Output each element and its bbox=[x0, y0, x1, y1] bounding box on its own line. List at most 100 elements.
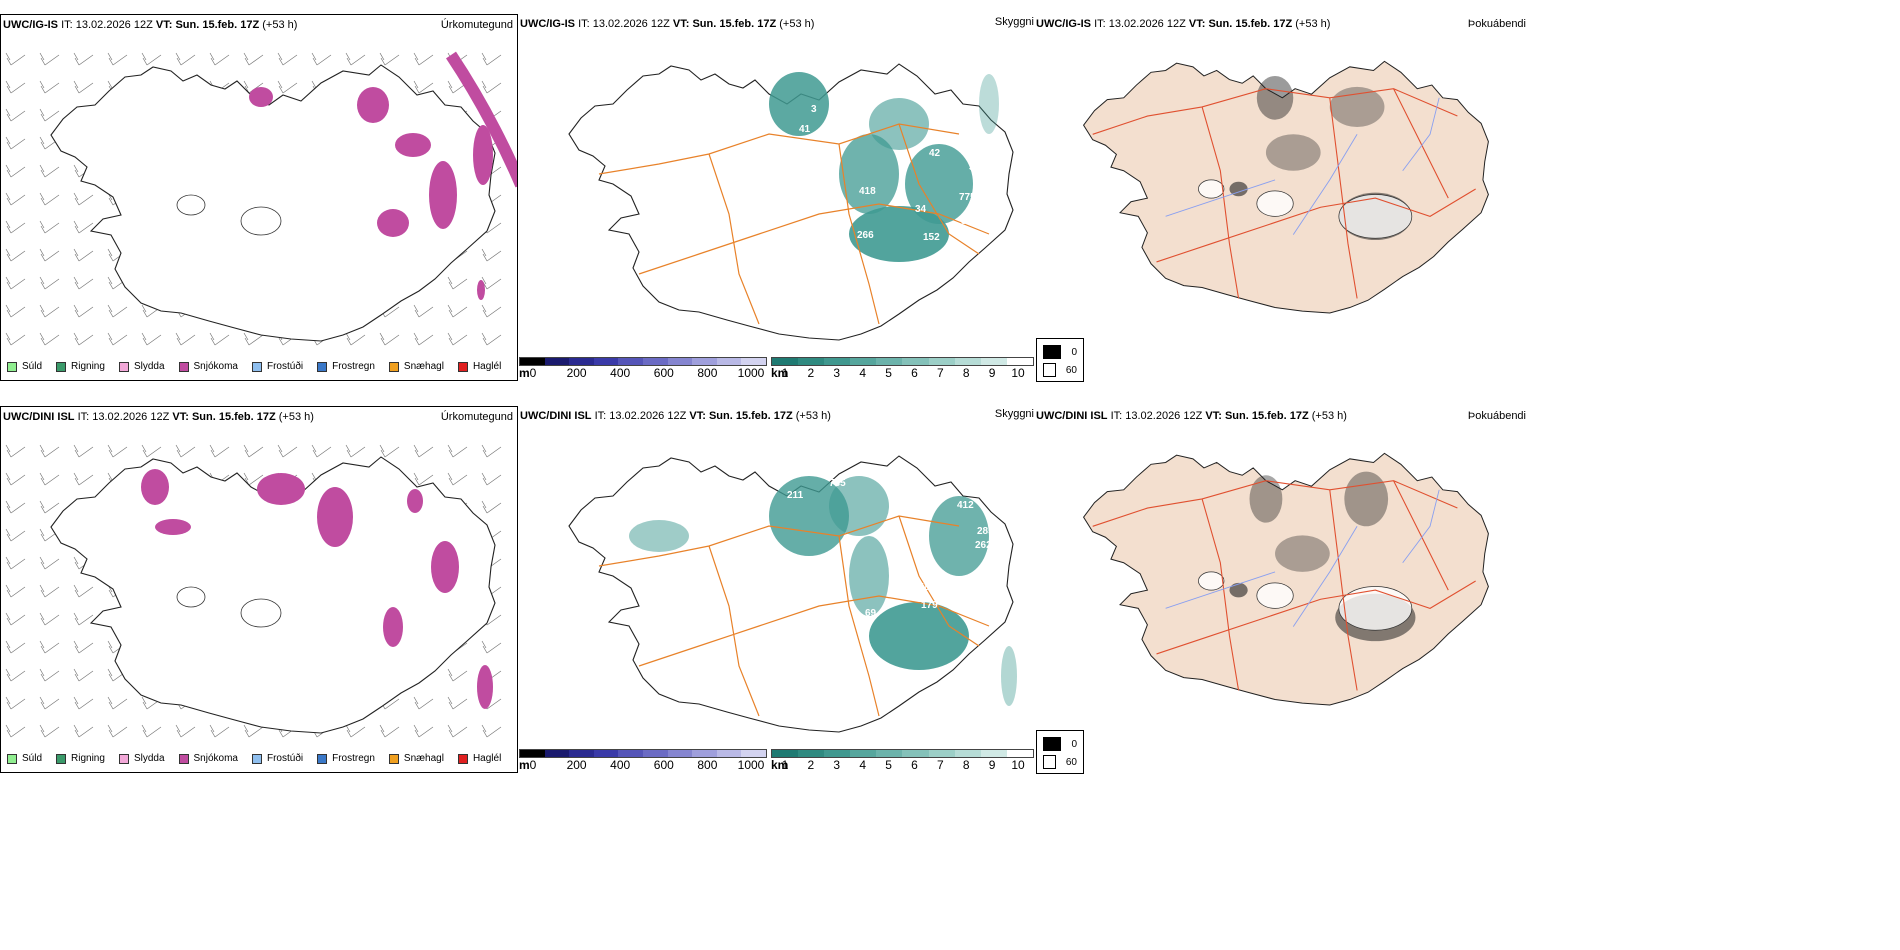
river bbox=[1402, 97, 1440, 172]
wind-barb bbox=[107, 332, 128, 346]
colorbar-tick: 2 bbox=[807, 758, 815, 772]
wind-barb bbox=[413, 472, 434, 486]
precip-type-panel-bottom: UWC/DINI ISL IT: 13.02.2026 12Z VT: Sun.… bbox=[0, 406, 518, 773]
legend-swatch bbox=[56, 753, 67, 764]
wind-barb bbox=[141, 332, 162, 346]
legend-swatch bbox=[457, 361, 468, 372]
wind-barb bbox=[73, 276, 94, 290]
fog-area bbox=[1256, 75, 1294, 120]
fog-area bbox=[1275, 535, 1330, 572]
river bbox=[1292, 526, 1358, 627]
wind-barb bbox=[5, 248, 26, 262]
iceland-map bbox=[5, 51, 517, 346]
fog-panel-top: UWC/IG-IS IT: 13.02.2026 12Z VT: Sun. 15… bbox=[1036, 14, 1526, 344]
wind-barb bbox=[39, 52, 60, 66]
wind-barb bbox=[39, 556, 60, 570]
ceiling-label: 418 bbox=[859, 186, 876, 197]
wind-barb bbox=[5, 52, 26, 66]
river bbox=[1165, 571, 1276, 609]
param-label: Skyggni bbox=[994, 16, 1034, 28]
panel-title: UWC/IG-IS IT: 13.02.2026 12Z VT: Sun. 15… bbox=[1036, 18, 1331, 30]
legend-item-haglel: Haglél bbox=[457, 753, 501, 764]
colorbar-tick: 2 bbox=[807, 366, 815, 380]
colorbar-km-swatches bbox=[771, 749, 1034, 758]
param-label: Úrkomutegund bbox=[440, 411, 513, 423]
road bbox=[838, 143, 880, 325]
legend-item-slydda: Slydda bbox=[118, 753, 165, 764]
colorbar-tick: 200 bbox=[566, 366, 587, 380]
colorbar-tick: 0 bbox=[529, 366, 537, 380]
fog-legend-top: 0 60 bbox=[1036, 338, 1084, 382]
legend-swatch bbox=[7, 753, 17, 764]
coastline bbox=[1082, 452, 1489, 706]
iceland-map bbox=[5, 444, 502, 738]
snow-area bbox=[446, 51, 517, 188]
wind-barb bbox=[311, 444, 332, 458]
fog-legend-bottom: 0 60 bbox=[1036, 730, 1084, 774]
ceiling-label: 735 bbox=[829, 478, 846, 489]
wind-barb bbox=[73, 472, 94, 486]
wind-barb bbox=[73, 612, 94, 626]
colorbar-tick: 7 bbox=[936, 758, 944, 772]
fog-area bbox=[1265, 134, 1321, 171]
wind-barb bbox=[447, 444, 468, 458]
wind-barb bbox=[73, 304, 94, 318]
wind-barb bbox=[413, 304, 434, 318]
wind-barb bbox=[345, 52, 366, 66]
river bbox=[1292, 134, 1358, 235]
wind-barb bbox=[39, 332, 60, 346]
fog-area bbox=[1229, 582, 1248, 598]
wind-barb bbox=[277, 80, 298, 94]
param-label: Úrkomutegund bbox=[440, 19, 513, 31]
panel-title: UWC/IG-IS IT: 13.02.2026 12Z VT: Sun. 15… bbox=[520, 18, 815, 30]
legend-item-snaehagl: Snæhagl bbox=[388, 753, 444, 764]
fog-swatch bbox=[1043, 363, 1056, 377]
colorbar-km-labels: km 1 2 3 4 5 6 7 8 9 10 bbox=[771, 366, 1025, 380]
ceiling-label: 418 bbox=[803, 144, 820, 155]
legend-item-frostregn: Frostregn bbox=[317, 361, 375, 372]
low-visibility-area bbox=[769, 476, 849, 556]
legend-swatch bbox=[178, 753, 189, 764]
wind-barb bbox=[413, 80, 434, 94]
colorbar-tick: 10 bbox=[1011, 366, 1025, 380]
road bbox=[638, 595, 990, 667]
legend-item-frostudi: Frostúði bbox=[251, 753, 303, 764]
colorbar-tick: 6 bbox=[911, 758, 918, 772]
snow-area bbox=[155, 519, 191, 535]
wind-barb bbox=[277, 444, 298, 458]
iceland-map bbox=[1082, 452, 1489, 706]
ceiling-label: 34 bbox=[915, 204, 927, 215]
wind-barb bbox=[243, 52, 264, 66]
wind-barb bbox=[413, 52, 434, 66]
wind-barb bbox=[481, 500, 502, 514]
legend-swatch bbox=[251, 753, 262, 764]
wind-barb bbox=[39, 192, 60, 206]
road bbox=[898, 515, 980, 647]
fog-panel-bottom: UWC/DINI ISL IT: 13.02.2026 12Z VT: Sun.… bbox=[1036, 406, 1526, 736]
snow-area bbox=[477, 280, 485, 300]
wind-barb bbox=[73, 80, 94, 94]
road bbox=[1201, 498, 1240, 691]
wind-barb bbox=[5, 136, 26, 150]
low-visibility-area bbox=[849, 536, 889, 616]
wind-barb bbox=[73, 724, 94, 738]
colorbar-tick: 1 bbox=[781, 366, 789, 380]
colorbar-tick: 800 bbox=[697, 758, 718, 772]
road bbox=[708, 153, 760, 325]
ceiling-label: 266 bbox=[857, 230, 874, 241]
wind-barb bbox=[481, 444, 502, 458]
colorbar-tick: 5 bbox=[885, 366, 892, 380]
colorbar-tick: 400 bbox=[610, 366, 631, 380]
low-visibility-area bbox=[629, 520, 689, 552]
wind-barb bbox=[209, 332, 230, 346]
glacier-outline bbox=[1338, 586, 1413, 631]
glacier-outline bbox=[1198, 571, 1225, 591]
wind-barb bbox=[39, 724, 60, 738]
wind-barb bbox=[5, 80, 26, 94]
glacier-outline bbox=[240, 206, 282, 236]
ceiling-label: 285 bbox=[977, 526, 994, 537]
low-visibility-area bbox=[839, 134, 899, 214]
ceiling-label: 42 bbox=[929, 148, 941, 159]
ceiling-label: 3 bbox=[811, 104, 817, 115]
wind-barb bbox=[39, 696, 60, 710]
